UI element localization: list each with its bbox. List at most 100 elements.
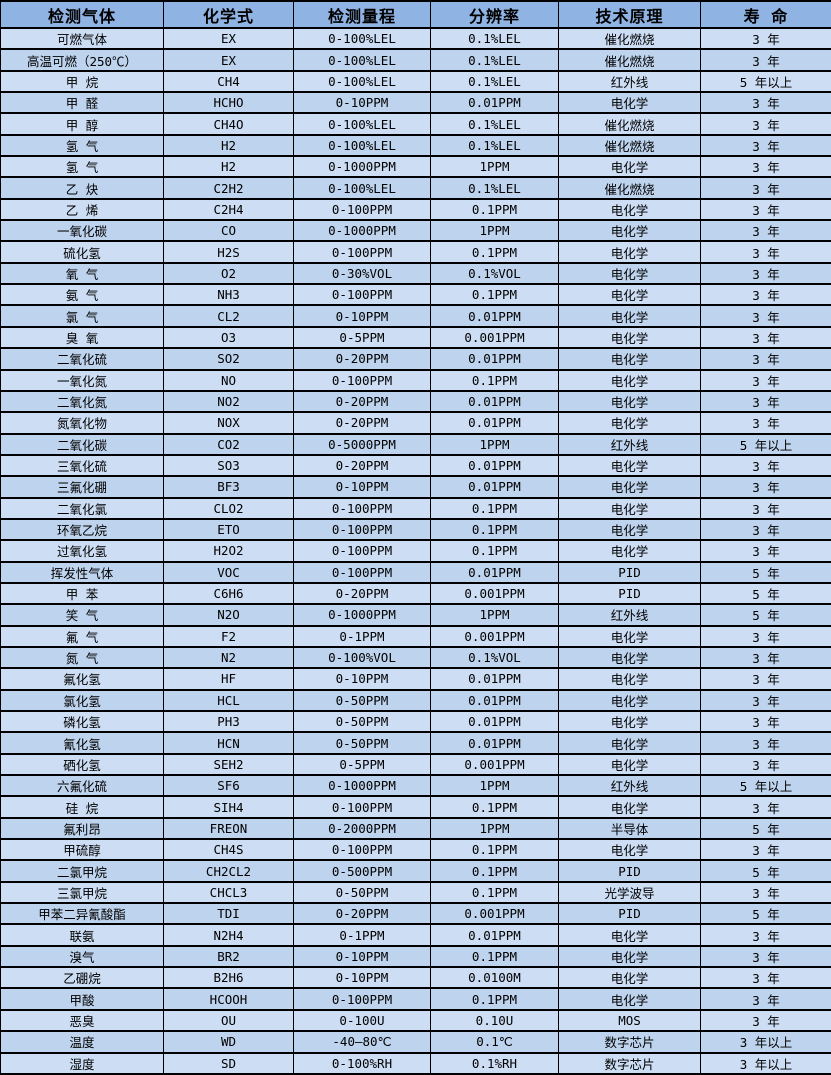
table-cell: 甲苯二异氰酸酯 [0,902,164,926]
table-body: 可燃气体 EX 0-100%LEL 0.1%LEL 催化燃烧 3 年高温可燃（250℃） E… [0,26,831,1075]
table-cell: 氰化氢 [0,731,164,755]
table-cell: 0.01PPM [430,453,559,478]
table-cell: 0-5PPM [293,752,431,777]
table-cell: 0.01PPM [430,91,559,115]
table-cell: 3 年 [700,539,831,563]
table-cell: 可燃气体 [0,26,164,51]
table-cell: 0-100PPM [293,283,431,307]
table-cell: 电化学 [558,667,701,691]
table-row: 甲苯二异氰酸酯 TDI 0-20PPM 0.001PPM PID 5 年 [0,902,831,926]
table-cell: 0-100%RH [293,1051,431,1075]
table-cell: 3 年 [700,112,831,136]
table-cell: 5 年 [700,603,831,627]
table-cell: 电化学 [558,453,701,478]
table-row: 二氯甲烷 CH2CL2 0-500PPM 0.1PPM PID 5 年 [0,859,831,883]
table-cell: 3 年 [700,645,831,670]
table-cell: 电化学 [558,325,701,350]
table-cell: 3 年 [700,133,831,158]
table-cell: 电化学 [558,91,701,115]
table-cell: 0-20PPM [293,347,431,371]
table-cell: 电化学 [558,517,701,542]
table-cell: SO3 [163,453,294,478]
table-cell: 半导体 [558,816,701,841]
table-cell: TDI [163,902,294,926]
table-cell: 二氧化硫 [0,347,164,371]
table-cell: 挥发性气体 [0,560,164,584]
table-cell: 0-20PPM [293,411,431,435]
table-cell: 3 年 [700,26,831,51]
table-cell: 电化学 [558,838,701,862]
table-cell: 5 年 [700,859,831,883]
table-cell: 乙 炔 [0,176,164,200]
table-cell: CH2CL2 [163,859,294,883]
table-cell: 0.01PPM [430,347,559,371]
table-cell: 磷化氢 [0,709,164,734]
table-cell: 电化学 [558,752,701,777]
table-cell: 0.001PPM [430,752,559,777]
table-cell: CH4 [163,69,294,94]
table-cell: O2 [163,261,294,286]
table-cell: 二氧化氮 [0,389,164,414]
table-cell: 3 年 [700,219,831,243]
table-cell: 硅 烷 [0,795,164,819]
table-cell: 氧 气 [0,261,164,286]
table-row: 氢 气 H2 0-100%LEL 0.1%LEL 催化燃烧 3 年 [0,133,831,158]
table-row: 乙硼烷 B2H6 0-10PPM 0.0100M 电化学 3 年 [0,966,831,990]
table-cell: NH3 [163,283,294,307]
table-row: 湿度 SD 0-100%RH 0.1%RH 数字芯片 3 年以上 [0,1051,831,1075]
table-cell: 一氧化碳 [0,219,164,243]
table-cell: 0.1%LEL [430,112,559,136]
table-cell: 0.001PPM [430,581,559,606]
table-cell: CHCL3 [163,880,294,905]
table-cell: 催化燃烧 [558,48,701,72]
table-row: 溴气 BR2 0-10PPM 0.1PPM 电化学 3 年 [0,944,831,969]
table-row: 硫化氢 H2S 0-100PPM 0.1PPM 电化学 3 年 [0,240,831,264]
table-cell: 0.001PPM [430,902,559,926]
table-cell: 溴气 [0,944,164,969]
table-row: 乙 炔 C2H2 0-100%LEL 0.1%LEL 催化燃烧 3 年 [0,176,831,200]
column-header-5: 寿 命 [700,0,831,29]
table-cell: 0-1000PPM [293,155,431,179]
table-cell: 0-100PPM [293,560,431,584]
table-cell: 0-1000PPM [293,603,431,627]
table-cell: 臭 氧 [0,325,164,350]
table-cell: 3 年 [700,838,831,862]
table-cell: 0-100%LEL [293,112,431,136]
table-cell: N2 [163,645,294,670]
table-cell: HF [163,667,294,691]
table-cell: 0.1PPM [430,539,559,563]
table-cell: 1PPM [430,603,559,627]
table-cell: 0-100%LEL [293,176,431,200]
table-cell: 电化学 [558,923,701,947]
table-cell: 0-100PPM [293,838,431,862]
table-row: 氟 气 F2 0-1PPM 0.001PPM 电化学 3 年 [0,624,831,648]
table-cell: 0-100PPM [293,496,431,520]
table-cell: 氮 气 [0,645,164,670]
table-cell: C6H6 [163,581,294,606]
table-cell: 0.1%LEL [430,69,559,94]
table-cell: 0.1PPM [430,880,559,905]
table-cell: 1PPM [430,155,559,179]
table-cell: EX [163,26,294,51]
table-cell: 0-100PPM [293,197,431,222]
table-cell: 0.01PPM [430,560,559,584]
table-cell: 电化学 [558,411,701,435]
table-cell: 0-20PPM [293,453,431,478]
table-cell: 环氧乙烷 [0,517,164,542]
table-row: 一氧化氮 NO 0-100PPM 0.1PPM 电化学 3 年 [0,368,831,392]
table-cell: 5 年以上 [700,69,831,94]
table-row: 氧 气 O2 0-30%VOL 0.1%VOL 电化学 3 年 [0,261,831,286]
table-row: 乙 烯 C2H4 0-100PPM 0.1PPM 电化学 3 年 [0,197,831,222]
table-cell: 电化学 [558,496,701,520]
table-cell: 3 年 [700,261,831,286]
table-cell: 0.01PPM [430,731,559,755]
table-row: 甲 醛 HCHO 0-10PPM 0.01PPM 电化学 3 年 [0,91,831,115]
table-cell: 0.1%LEL [430,26,559,51]
table-cell: 1PPM [430,219,559,243]
table-row: 氢 气 H2 0-1000PPM 1PPM 电化学 3 年 [0,155,831,179]
table-row: 三氧化硫 SO3 0-20PPM 0.01PPM 电化学 3 年 [0,453,831,478]
table-cell: 5 年 [700,581,831,606]
table-cell: 3 年 [700,325,831,350]
table-cell: 0.001PPM [430,325,559,350]
